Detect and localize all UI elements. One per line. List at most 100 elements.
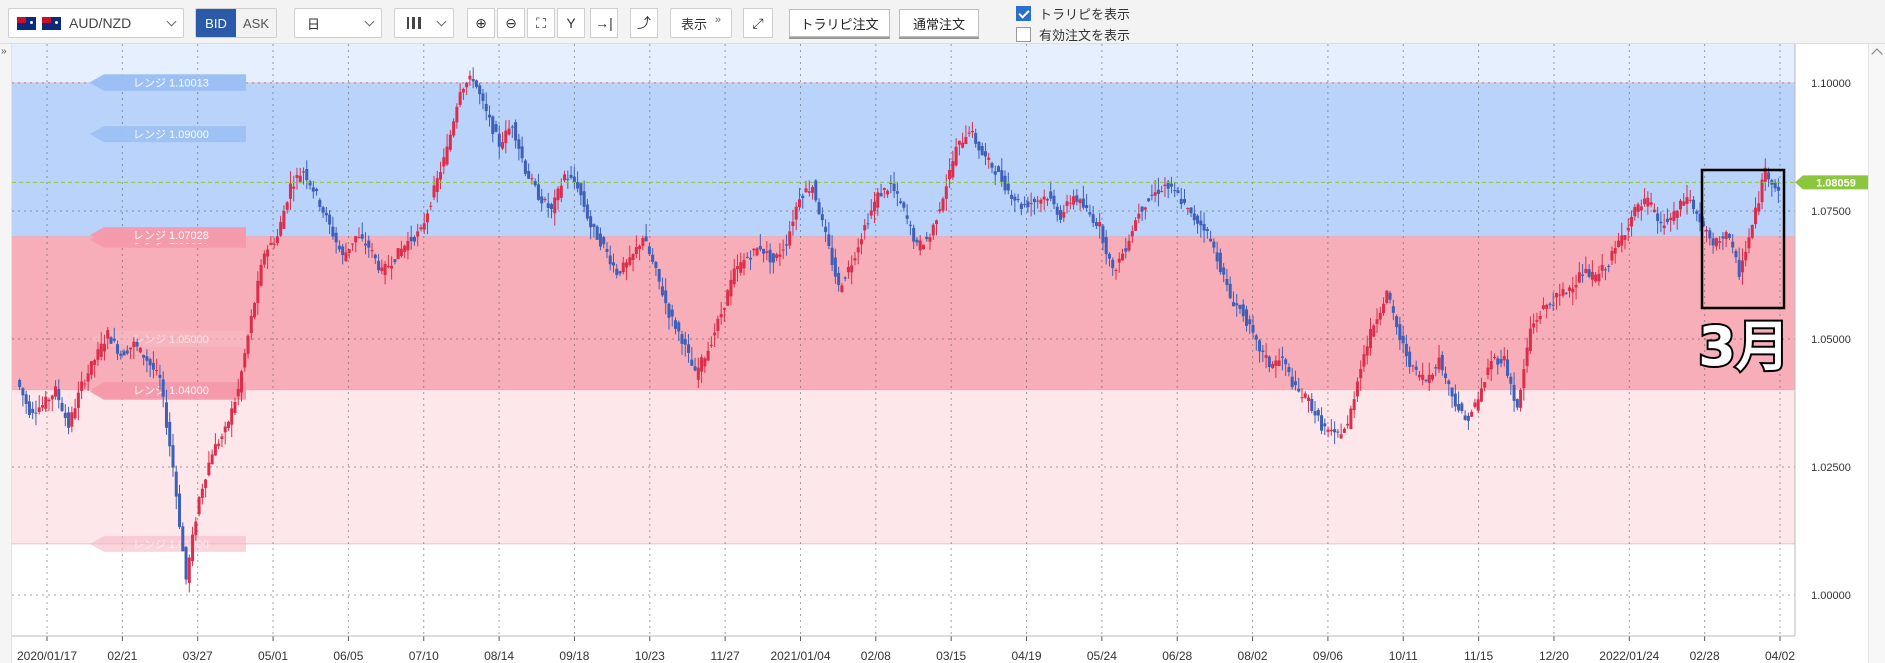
currency-pair-select[interactable]: AUD/NZD xyxy=(8,8,184,38)
candle-body xyxy=(1496,358,1500,365)
show-active-checkbox-row[interactable]: 有効注文を表示 xyxy=(1016,25,1130,44)
candle-body xyxy=(1127,240,1131,251)
candle-body xyxy=(435,178,439,193)
australia-flag-icon xyxy=(17,16,36,30)
period-select[interactable]: 日 xyxy=(294,8,382,38)
bid-button[interactable]: BID xyxy=(196,9,236,37)
candle-body xyxy=(703,358,707,367)
x-tick-label: 11/15 xyxy=(1464,649,1493,663)
candle-body xyxy=(1062,212,1066,218)
candle-body xyxy=(1016,199,1020,201)
zoom-in-button[interactable]: ⊕ xyxy=(467,8,495,38)
range-label: レンジ 1.10013 xyxy=(133,77,209,89)
candle-body xyxy=(749,257,753,260)
candle-body xyxy=(605,248,609,252)
candle-body xyxy=(298,175,302,183)
candle-body xyxy=(474,80,478,87)
indicator-button[interactable]: ⤴ xyxy=(630,8,658,38)
candle-body xyxy=(762,248,766,254)
chart-type-select[interactable] xyxy=(394,8,454,38)
candle-body xyxy=(709,344,713,346)
candle-body xyxy=(918,240,922,251)
candle-body xyxy=(840,285,844,293)
candle-body xyxy=(732,268,736,285)
x-tick-label: 2022/01/24 xyxy=(1599,649,1659,663)
candle-body xyxy=(673,320,677,329)
candle-body xyxy=(1417,374,1421,378)
candle-body xyxy=(961,142,965,148)
fit-screen-icon: ⛶ xyxy=(536,14,546,31)
candle-body xyxy=(24,394,28,404)
show-active-label: 有効注文を表示 xyxy=(1039,28,1131,43)
candle-body xyxy=(1584,268,1588,274)
candle-body xyxy=(1134,220,1138,231)
candle-body xyxy=(1290,376,1294,388)
candle-body xyxy=(1362,354,1366,367)
zone-sell-range xyxy=(12,82,1795,237)
candle-body xyxy=(1333,429,1337,433)
candle-body xyxy=(696,367,700,380)
candle-body xyxy=(700,357,704,372)
candle-body xyxy=(1760,179,1764,203)
range-label-tag xyxy=(90,535,246,552)
zoom-out-button[interactable]: ⊖ xyxy=(497,8,525,38)
candle-body xyxy=(1329,430,1333,432)
candle-body xyxy=(1607,265,1611,267)
candle-body xyxy=(1359,368,1363,379)
candle-body xyxy=(549,204,553,209)
x-tick-label: 02/28 xyxy=(1690,649,1720,663)
show-trap-label: トラリピを表示 xyxy=(1039,7,1131,22)
axis-lock-button[interactable]: Y xyxy=(557,8,585,38)
expand-icon: ⤢ xyxy=(752,14,764,31)
show-trap-checkbox[interactable] xyxy=(1016,6,1031,21)
candle-body xyxy=(305,168,309,181)
candle-body xyxy=(155,370,159,372)
candle-body xyxy=(1744,251,1748,261)
x-tick-label: 03/27 xyxy=(183,649,213,663)
trap-order-button[interactable]: トラリピ注文 xyxy=(789,9,890,37)
candle-body xyxy=(54,386,58,397)
jump-to-latest-button[interactable]: →| xyxy=(590,8,618,38)
candle-body xyxy=(1280,356,1284,358)
candle-body xyxy=(1568,287,1572,291)
vertical-scrollbar[interactable] xyxy=(1868,44,1885,663)
candle-body xyxy=(1711,238,1715,246)
candle-body xyxy=(471,79,475,82)
candle-body xyxy=(1026,201,1030,208)
side-panel-toggle[interactable]: » xyxy=(0,44,12,663)
candle-body xyxy=(514,122,518,141)
normal-order-button[interactable]: 通常注文 xyxy=(899,9,979,37)
x-tick-label: 12/20 xyxy=(1539,649,1569,663)
candle-body xyxy=(716,318,720,331)
candle-body xyxy=(846,266,850,273)
candle-body xyxy=(364,243,368,246)
show-active-checkbox[interactable] xyxy=(1016,27,1031,42)
candle-body xyxy=(758,246,762,250)
candle-body xyxy=(1365,346,1369,356)
candle-body xyxy=(331,226,335,237)
candle-body xyxy=(1003,175,1007,191)
candle-body xyxy=(393,259,397,263)
candle-body xyxy=(1685,197,1689,204)
zoom-in-icon: ⊕ xyxy=(475,14,487,31)
candle-body xyxy=(1564,292,1568,294)
ask-button[interactable]: ASK xyxy=(236,9,276,37)
candle-body xyxy=(886,190,890,195)
candle-body xyxy=(935,220,939,225)
fullscreen-button[interactable]: ⤢ xyxy=(743,8,773,38)
candle-body xyxy=(1411,365,1415,367)
candle-body xyxy=(347,249,351,253)
range-label-tag xyxy=(90,126,246,143)
candle-body xyxy=(1391,306,1395,313)
range-label-tag xyxy=(90,382,246,399)
candle-body xyxy=(350,243,354,245)
display-menu[interactable]: 表示 » xyxy=(670,8,732,38)
candle-body xyxy=(507,128,511,135)
fit-button[interactable]: ⛶ xyxy=(527,8,555,38)
candle-body xyxy=(853,258,857,261)
candle-body xyxy=(1678,200,1682,210)
candle-body xyxy=(1114,270,1118,272)
candle-body xyxy=(1597,273,1601,282)
show-trap-checkbox-row[interactable]: トラリピを表示 xyxy=(1016,4,1130,23)
